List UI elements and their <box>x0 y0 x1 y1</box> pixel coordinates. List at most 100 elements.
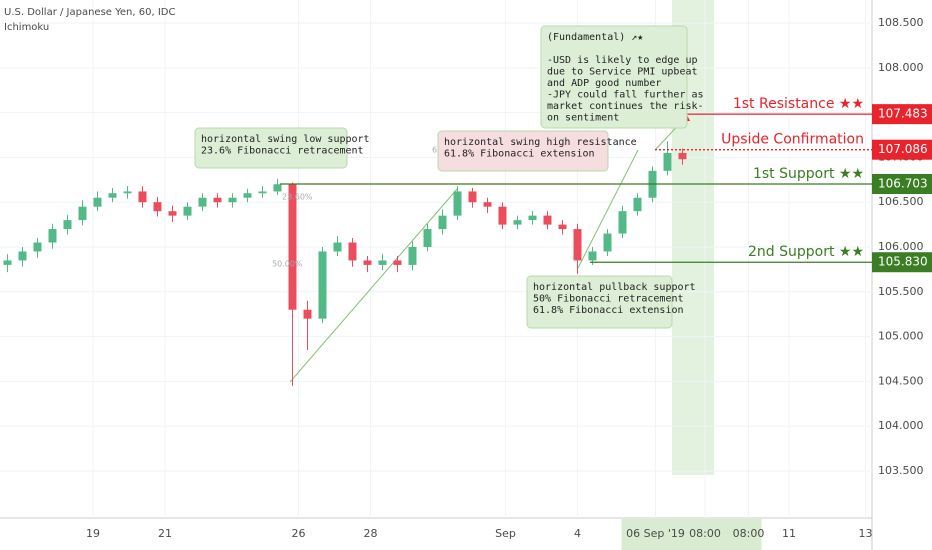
candle-body <box>438 215 447 230</box>
candle-body <box>573 229 582 261</box>
candle-body <box>333 242 342 252</box>
level-name: Upside Confirmation <box>721 132 864 148</box>
y-tick-label: 105.000 <box>878 330 924 343</box>
annotation-text: 61.8% Fibonacci extension <box>444 149 595 160</box>
candle-body <box>183 206 192 216</box>
x-tick-label: 08:00 <box>733 527 765 540</box>
candle-body <box>258 191 267 194</box>
x-tick-label: 26 <box>292 527 306 540</box>
candle-body <box>63 220 72 230</box>
candle-body <box>273 184 282 192</box>
annotation-box <box>437 130 609 172</box>
annotation-text: -USD is likely to edge up <box>547 55 698 66</box>
candle-body <box>408 246 417 265</box>
annotation-text: horizontal swing high resistance <box>444 137 637 148</box>
candle-body <box>138 191 147 203</box>
candle-body <box>618 211 627 234</box>
x-tick-label: 21 <box>158 527 172 540</box>
candle-body <box>663 152 672 171</box>
annotation-box <box>540 25 688 129</box>
x-tick-label: 11 <box>782 527 796 540</box>
candle-body <box>228 197 237 203</box>
level-tag <box>872 174 932 195</box>
annotation-text: horizontal pullback support <box>533 282 696 293</box>
candle-body <box>603 233 612 252</box>
candle-body <box>108 193 117 198</box>
y-tick-label: 106.000 <box>878 240 924 253</box>
candle-body <box>318 251 327 319</box>
candle-body <box>558 224 567 230</box>
annotation-text: horizontal swing low support <box>201 134 370 145</box>
annotation-text: 61.8% Fibonacci extension <box>533 305 684 316</box>
y-tick-label: 108.500 <box>878 16 924 29</box>
y-tick-label: 106.500 <box>878 195 924 208</box>
candle-body <box>378 260 387 265</box>
candle-body <box>18 251 27 261</box>
annotation-text: and ADP good number <box>547 78 661 89</box>
candle-body <box>243 193 252 198</box>
annotation-text: market continues the risk- <box>547 101 704 112</box>
annotation-text: 23.6% Fibonacci retracement <box>201 146 364 157</box>
candle-body <box>468 191 477 203</box>
candle-body <box>633 197 642 212</box>
x-tick-label: 19 <box>86 527 100 540</box>
candle-body <box>483 202 492 207</box>
annotation-box <box>526 275 673 329</box>
level-name: 2nd Support ★★ <box>748 244 864 260</box>
level-label: 106.703 <box>878 177 928 191</box>
chart-title: U.S. Dollar / Japanese Yen, 60, IDC <box>4 7 175 18</box>
fib-label: 23.60% <box>282 193 313 202</box>
y-tick-label: 108.000 <box>878 61 924 74</box>
annotation-text: on sentiment <box>547 113 619 124</box>
level-tag <box>872 252 932 273</box>
fib-label: 50.00% <box>272 260 303 269</box>
candle-body <box>498 206 507 225</box>
fib-arrow <box>289 187 459 383</box>
y-tick-label: 105.500 <box>878 285 924 298</box>
annotation-box <box>194 127 348 169</box>
candle-body <box>198 197 207 207</box>
candle-body <box>528 215 537 221</box>
candle-body <box>93 197 102 207</box>
level-tag <box>872 139 932 160</box>
x-tick-label: Sep <box>495 527 516 540</box>
level-name: 1st Resistance ★★ <box>733 96 864 112</box>
level-label: 107.483 <box>878 107 928 121</box>
y-tick-label: 104.000 <box>878 419 924 432</box>
candle-body <box>153 202 162 212</box>
candle-body <box>363 260 372 265</box>
candle-body <box>288 184 297 310</box>
level-label: 107.086 <box>878 142 928 156</box>
x-tick-label: 28 <box>364 527 378 540</box>
x-tick-label: 08:00 <box>689 527 721 540</box>
candle-body <box>3 260 12 265</box>
candle-body <box>423 229 432 247</box>
candle-body <box>393 260 402 265</box>
fib-arrow <box>577 149 639 269</box>
x-tick-label: 06 Sep '19 <box>626 527 685 540</box>
annotation-text: (Fundamental) ↗★ <box>547 32 643 43</box>
level-tag <box>872 104 932 125</box>
annotation-text: due to Service PMI upbeat <box>547 67 698 78</box>
candle-body <box>303 309 312 319</box>
candle-body <box>123 191 132 194</box>
level-name: 1st Support ★★ <box>753 166 864 182</box>
candle-body <box>543 215 552 225</box>
annotation-text: 50% Fibonacci retracement <box>533 294 684 305</box>
date-highlight <box>621 519 762 550</box>
y-tick-label: 103.500 <box>878 464 924 477</box>
candle-body <box>678 152 687 160</box>
candle-body <box>213 197 222 203</box>
y-tick-label: 104.500 <box>878 374 924 387</box>
candle-body <box>33 242 42 252</box>
candle-body <box>78 206 87 221</box>
x-tick-label: 13 <box>859 527 873 540</box>
candle-body <box>48 229 57 243</box>
candle-body <box>588 251 597 261</box>
annotation-text: -JPY could fall further as <box>547 90 704 101</box>
level-label: 105.830 <box>878 255 928 269</box>
candle-body <box>168 211 177 216</box>
candle-body <box>513 220 522 225</box>
